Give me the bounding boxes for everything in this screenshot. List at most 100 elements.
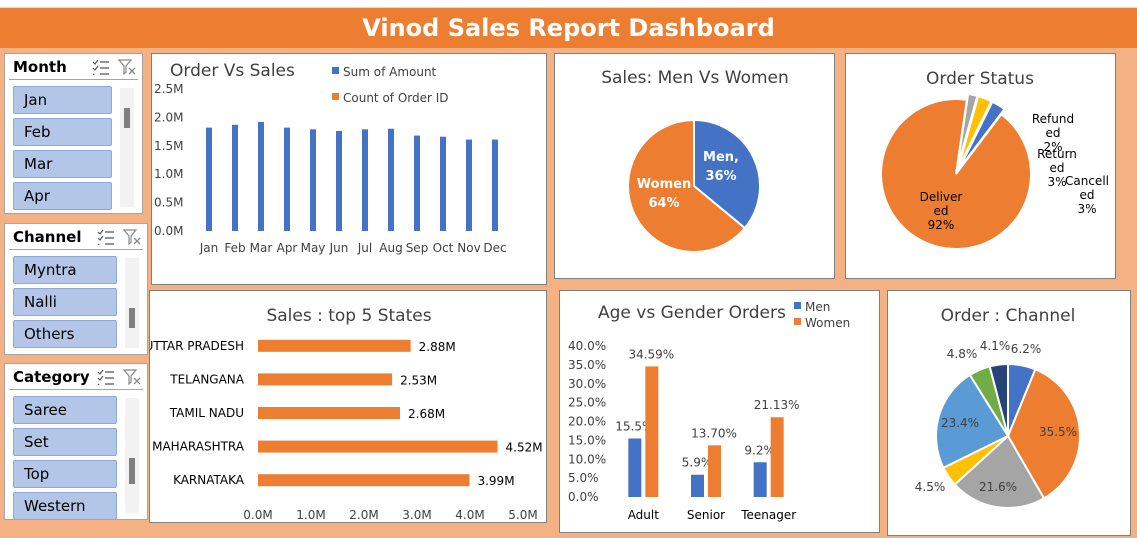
month-slicer[interactable]: Month Jan Feb Mar Apr [4,53,143,214]
men-vs-women-card[interactable]: Sales: Men Vs Women Men, 36% Women 64% [554,53,835,279]
channel-slicer-title: Channel [13,227,82,246]
data-label: 4.52M [506,441,543,455]
data-label: 21.6% [979,480,1017,494]
bar [258,474,470,487]
bar [492,139,498,231]
y-tick-label: 1.0M [154,167,183,181]
chart-title: Order : Channel [941,306,1076,326]
bar [770,417,784,497]
slicer-item[interactable]: Western [13,492,117,519]
top-states-chart: Sales : top 5 States UTTAR PRADESH 2.88M TE… [150,306,543,522]
data-label: 4.1% [980,339,1011,353]
age-gender-card[interactable]: Age vs Gender Orders Men Women 40.0% 35.0% 30… [559,290,880,533]
data-label: 34.59% [628,347,674,361]
slicer-item[interactable]: Nalli [13,288,117,316]
chart-title: Sales: Men Vs Women [601,68,789,88]
top-states-card[interactable]: Sales : top 5 States UTTAR PRADESH 2.88M TE… [149,290,547,523]
scroll-thumb[interactable] [129,458,135,484]
bar [466,139,472,231]
channel-slicer[interactable]: Channel Myntra Nalli Others [4,223,148,355]
slicer-item[interactable]: Mar [13,150,112,178]
x-tick-label: 0.0M [243,508,272,522]
data-label: 15.5% [615,419,653,433]
category-slicer[interactable]: Category Saree Set Top Western [4,363,148,520]
chart-title: Age vs Gender Orders [598,303,786,323]
y-tick-label: 2.5M [154,82,183,96]
data-label: 4.5% [915,480,946,494]
slicer-item[interactable]: Apr [13,182,112,210]
y-tick-label: 25.0% [568,396,606,410]
legend-swatch [794,318,801,325]
bar [258,121,264,231]
slicer-item[interactable]: Set [13,428,117,456]
bar [310,129,316,231]
age-gender-chart: Age vs Gender Orders Men Women 40.0% 35.0% 30… [568,300,850,522]
y-tick-label: MAHARASHTRA [152,440,245,454]
y-tick-label: 40.0% [568,339,606,353]
clear-filter-icon[interactable] [116,58,138,76]
bar [284,127,290,231]
pie-slice [880,98,1032,250]
month-scrollbar[interactable] [120,88,134,207]
x-tick-label: Sep [406,241,429,255]
multi-select-icon[interactable] [95,228,117,246]
data-label: 35.5% [1039,425,1077,439]
x-tick-label: Jul [357,241,372,255]
order-vs-sales-chart: Order Vs Sales Sum of Amount Count of Orde… [154,61,507,255]
data-label: Men, [703,150,739,165]
data-label: 2.88M [419,340,456,354]
data-label: 21.13% [754,398,800,412]
x-tick-label: 2.0M [349,508,378,522]
legend-label: Count of Order ID [343,91,449,105]
legend-swatch [332,67,339,74]
sheet-grid-strip [0,0,1137,8]
slicer-item[interactable]: Feb [13,118,112,146]
x-tick-label: Aug [379,241,402,255]
category-scrollbar[interactable] [125,398,139,513]
data-label: 13.70% [691,426,737,440]
data-label: 6.2% [1011,342,1042,356]
multi-select-icon[interactable] [90,58,112,76]
x-tick-label: 1.0M [296,508,325,522]
legend-label: Men [805,300,830,314]
bar [645,366,659,497]
y-tick-label: TAMIL NADU [169,406,244,420]
order-channel-card[interactable]: Order : Channel 6.2% 35.5% 21.6% 4.5% 23.4% 4.… [887,290,1131,536]
data-label: 3.99M [477,474,514,488]
multi-select-icon[interactable] [95,368,117,386]
slicer-item[interactable]: Top [13,460,117,488]
x-tick-label: Adult [628,508,660,522]
clear-filter-icon[interactable] [121,368,143,386]
data-label: Return ed 3% [1037,147,1077,189]
pie-slice [957,94,993,169]
bar [628,438,642,497]
x-tick-label: Feb [224,241,245,255]
slicer-item[interactable]: Saree [13,396,117,424]
data-label: Deliver ed 92% [920,190,963,232]
y-tick-label: UTTAR PRADESH [150,339,244,353]
y-tick-label: 0.0M [154,224,183,238]
slicer-item[interactable]: Myntra [13,256,117,284]
order-vs-sales-card[interactable]: Order Vs Sales Sum of Amount Count of Orde… [151,53,547,285]
bar [362,129,368,231]
order-status-chart: Order Status Deliver ed 92% Refund ed 2%Return… [880,69,1109,250]
order-channel-chart: Order : Channel 6.2% 35.5% 21.6% 4.5% 23.4% 4.… [915,306,1081,509]
slicer-item[interactable]: Jan [13,86,112,114]
order-status-card[interactable]: Order Status Deliver ed 92% Refund ed 2% Return… [845,53,1116,279]
y-tick-label: 15.0% [568,433,606,447]
y-tick-label: 2.0M [154,110,183,124]
chart-title: Order Vs Sales [170,61,295,81]
scroll-thumb[interactable] [129,308,135,328]
clear-filter-icon[interactable] [121,228,143,246]
x-tick-label: Apr [277,241,298,255]
x-tick-label: 3.0M [402,508,431,522]
x-tick-label: Oct [433,241,454,255]
pie-slice [988,362,1009,437]
channel-scrollbar[interactable] [125,258,139,348]
y-tick-label: 10.0% [568,452,606,466]
data-label: 5.9% [682,456,713,470]
slicer-item[interactable]: Others [13,320,117,348]
x-tick-label: Jun [329,241,349,255]
legend-swatch [332,93,339,100]
scroll-thumb[interactable] [124,108,130,128]
